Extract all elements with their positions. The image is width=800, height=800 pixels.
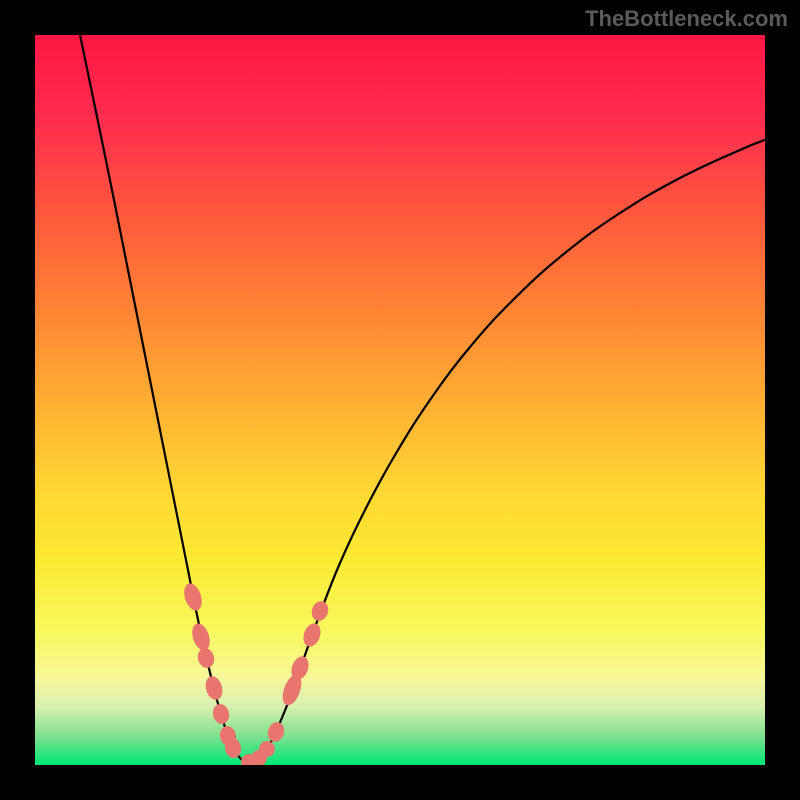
chart-curve-layer [35,35,765,765]
curve-marker [300,621,323,649]
bottleneck-curve [79,35,765,764]
curve-marker [181,581,205,613]
curve-marker [203,674,225,701]
curve-marker [265,720,286,744]
curve-marker [196,646,217,670]
curve-marker [309,599,331,623]
chart-plot-area [35,35,765,765]
curve-markers [181,581,331,765]
watermark-text: TheBottleneck.com [585,6,788,32]
curve-marker [189,621,213,653]
curve-marker [211,702,231,725]
